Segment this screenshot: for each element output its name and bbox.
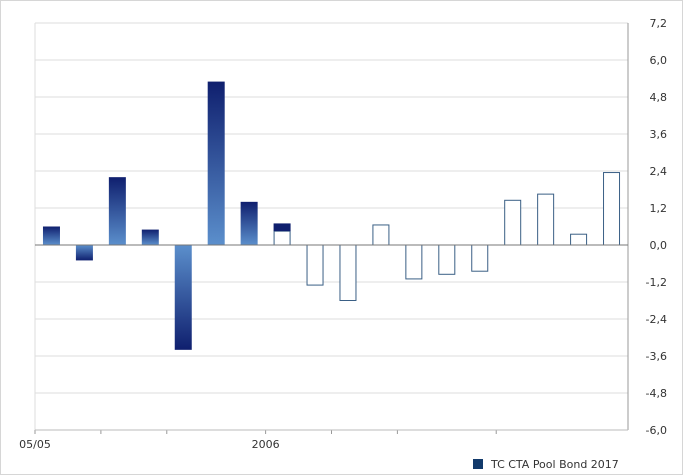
y-tick-label: 4,8 [650,91,668,104]
bar [141,229,159,245]
legend: TC CTA Pool Bond 2017 [473,456,619,472]
legend-label: TC CTA Pool Bond 2017 [491,457,619,471]
y-tick-label: -2,4 [646,313,667,326]
x-tick-label: 05/05 [19,438,51,451]
bar [438,244,456,275]
x-tick-label: 2006 [252,438,280,451]
y-tick-label: 2,4 [650,165,668,178]
y-tick-label: 7,2 [650,17,668,30]
bar [273,230,291,246]
bar [339,244,357,301]
bar-filled-part [273,223,291,232]
y-tick-label: 6,0 [650,54,668,67]
bar [174,245,192,350]
bar [405,244,423,280]
bar [306,244,324,286]
y-tick-label: -6,0 [646,424,667,437]
bar [603,172,621,246]
y-tick-label: 0,0 [650,239,668,252]
y-tick-label: -1,2 [646,276,667,289]
y-tick-label: 1,2 [650,202,668,215]
y-tick-label: 3,6 [650,128,668,141]
bar [570,233,588,246]
y-tick-label: -3,6 [646,350,667,363]
legend-swatch [473,459,483,469]
bar [537,193,555,246]
axes: 7,2 6,0 4,8 3,6 2,4 1,2 0,0 -1,2 -2,4 -3,6 -4,8 -6,… [19,17,667,451]
bar [108,177,126,245]
bar [240,201,258,245]
bar [372,224,390,246]
bar [504,199,522,246]
bars [42,81,621,350]
bar [207,81,225,245]
bar [42,226,60,245]
bar [75,245,93,261]
bar [471,244,489,272]
y-tick-label: -4,8 [646,387,667,400]
